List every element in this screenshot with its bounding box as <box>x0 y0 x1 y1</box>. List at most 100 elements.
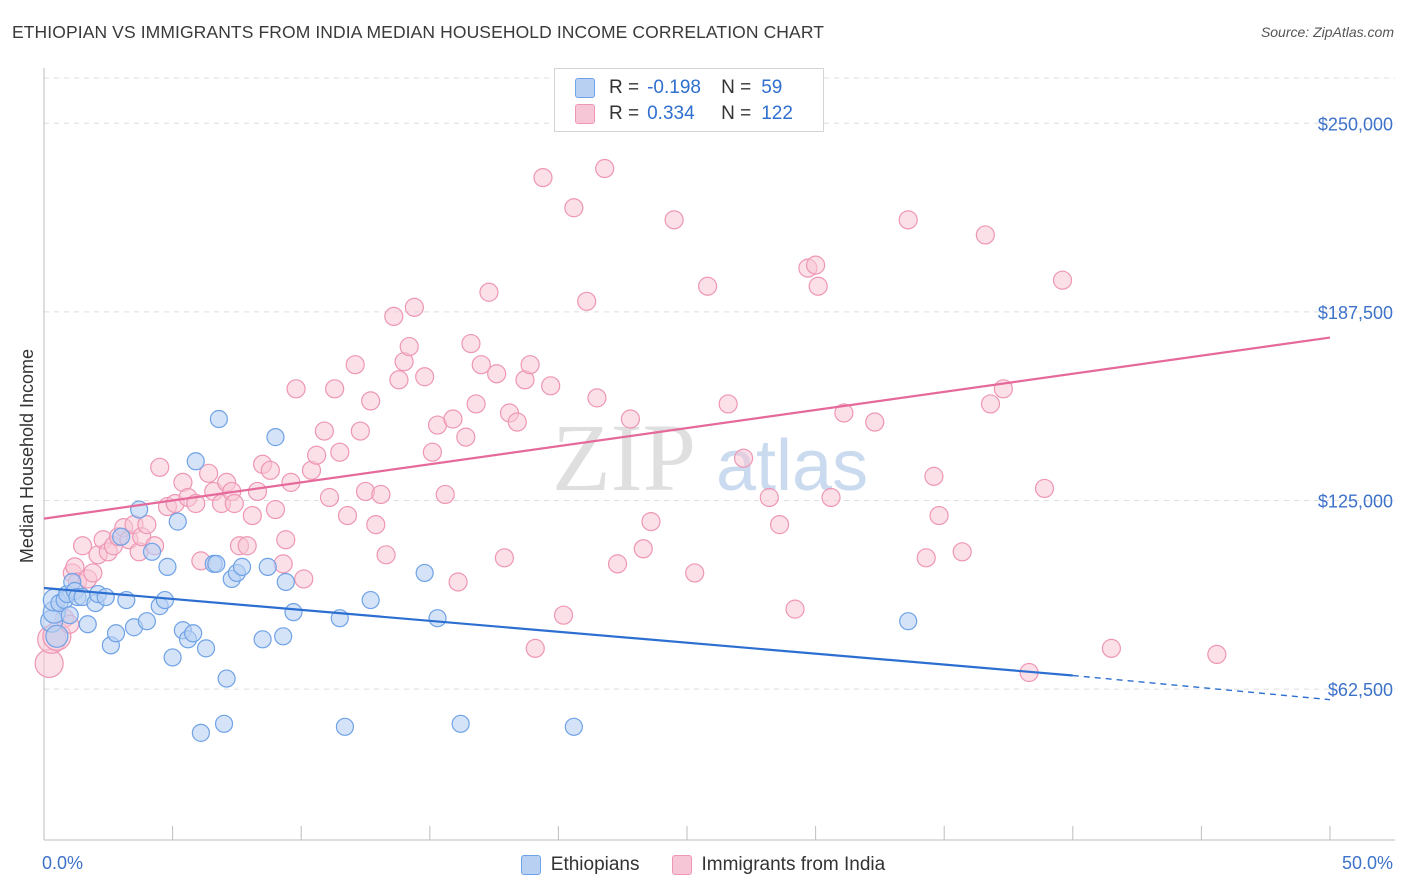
india-point[interactable] <box>237 536 257 556</box>
ethiopian-point[interactable] <box>564 717 583 736</box>
india-point[interactable] <box>314 421 334 441</box>
india-point[interactable] <box>821 487 841 508</box>
ethiopian-point[interactable] <box>232 557 252 576</box>
ethiopian-point[interactable] <box>284 603 303 622</box>
ethiopian-point[interactable] <box>209 409 228 429</box>
ethiopian-point[interactable] <box>45 624 69 648</box>
india-point[interactable] <box>224 493 244 514</box>
india-point[interactable] <box>1034 478 1055 499</box>
ethiopian-point[interactable] <box>142 542 162 561</box>
ethiopian-point[interactable] <box>214 714 234 733</box>
india-point[interactable] <box>759 487 779 508</box>
ethiopian-point[interactable] <box>335 717 355 736</box>
ethiopian-point[interactable] <box>155 590 174 610</box>
india-point[interactable] <box>916 548 936 568</box>
india-point[interactable] <box>808 276 828 296</box>
ethiopian-point[interactable] <box>253 630 272 649</box>
india-point[interactable] <box>260 460 280 480</box>
ethiopian-point[interactable] <box>361 590 380 610</box>
india-point[interactable] <box>186 493 206 514</box>
india-point[interactable] <box>664 210 684 230</box>
india-point[interactable] <box>137 515 157 535</box>
india-point[interactable] <box>494 548 514 568</box>
ethiopian-point[interactable] <box>137 612 156 631</box>
ethiopian-point[interactable] <box>186 452 205 471</box>
india-point[interactable] <box>507 412 527 432</box>
india-point[interactable] <box>525 638 545 658</box>
india-point[interactable] <box>242 505 262 526</box>
india-point[interactable] <box>330 442 350 462</box>
india-point[interactable] <box>247 481 268 502</box>
ethiopian-point[interactable] <box>168 512 187 531</box>
india-point[interactable] <box>595 158 615 179</box>
india-point[interactable] <box>466 394 486 414</box>
legend-item-ethiopians[interactable]: Ethiopians <box>520 854 640 876</box>
ethiopian-point[interactable] <box>191 723 210 742</box>
india-point[interactable] <box>980 394 1001 414</box>
ethiopian-point[interactable] <box>158 557 177 576</box>
india-point[interactable] <box>564 198 584 218</box>
india-point[interactable] <box>307 445 327 465</box>
ethiopian-point[interactable] <box>163 648 182 667</box>
india-point[interactable] <box>456 427 476 447</box>
ethiopian-point[interactable] <box>60 606 79 625</box>
ethiopian-point[interactable] <box>276 572 295 592</box>
india-point[interactable] <box>620 409 641 429</box>
india-point[interactable] <box>83 563 103 583</box>
india-point[interactable] <box>422 442 442 462</box>
ethiopian-point[interactable] <box>96 587 115 607</box>
india-point[interactable] <box>577 291 597 311</box>
india-point[interactable] <box>553 605 574 625</box>
india-point[interactable] <box>389 370 409 390</box>
india-point[interactable] <box>325 379 345 399</box>
india-point[interactable] <box>355 481 376 502</box>
ethiopian-point[interactable] <box>899 612 918 631</box>
ethiopian-point[interactable] <box>196 639 216 658</box>
legend-item-india[interactable]: Immigrants from India <box>671 854 885 876</box>
india-point[interactable] <box>361 391 381 411</box>
india-point[interactable] <box>898 210 918 230</box>
india-point[interactable] <box>1052 270 1073 290</box>
india-point[interactable] <box>685 563 705 583</box>
india-point[interactable] <box>319 487 340 508</box>
india-point[interactable] <box>471 355 491 375</box>
india-point[interactable] <box>865 412 885 432</box>
india-point[interactable] <box>366 515 386 535</box>
india-point[interactable] <box>541 376 561 396</box>
india-point[interactable] <box>294 569 314 589</box>
india-point[interactable] <box>265 499 286 520</box>
india-point[interactable] <box>435 484 455 505</box>
india-point[interactable] <box>399 336 419 357</box>
ethiopian-point[interactable] <box>451 714 470 733</box>
india-point[interactable] <box>633 539 653 559</box>
india-point[interactable] <box>975 225 995 245</box>
india-point[interactable] <box>448 572 468 592</box>
ethiopian-point[interactable] <box>415 563 434 583</box>
india-point[interactable] <box>376 545 396 565</box>
india-point[interactable] <box>587 388 607 408</box>
india-point[interactable] <box>520 355 540 375</box>
india-point[interactable] <box>150 457 170 477</box>
ethiopian-point[interactable] <box>78 615 97 634</box>
india-point[interactable] <box>276 530 296 550</box>
india-point[interactable] <box>733 448 754 468</box>
ethiopian-point[interactable] <box>274 627 293 646</box>
india-point[interactable] <box>769 515 790 535</box>
india-point[interactable] <box>805 255 826 275</box>
india-point[interactable] <box>72 536 93 556</box>
ethiopian-point[interactable] <box>207 554 226 573</box>
india-point[interactable] <box>350 421 370 441</box>
india-point[interactable] <box>487 364 507 384</box>
india-point[interactable] <box>415 367 435 387</box>
india-point[interactable] <box>924 466 944 486</box>
india-point[interactable] <box>479 282 499 302</box>
ethiopian-point[interactable] <box>217 669 236 688</box>
india-point[interactable] <box>461 333 481 354</box>
ethiopian-point[interactable] <box>184 624 203 643</box>
india-point[interactable] <box>834 403 854 423</box>
india-point[interactable] <box>1101 638 1121 658</box>
india-point[interactable] <box>371 484 391 505</box>
india-point[interactable] <box>641 512 661 532</box>
ethiopian-point[interactable] <box>106 624 126 643</box>
ethiopian-point[interactable] <box>112 527 131 546</box>
